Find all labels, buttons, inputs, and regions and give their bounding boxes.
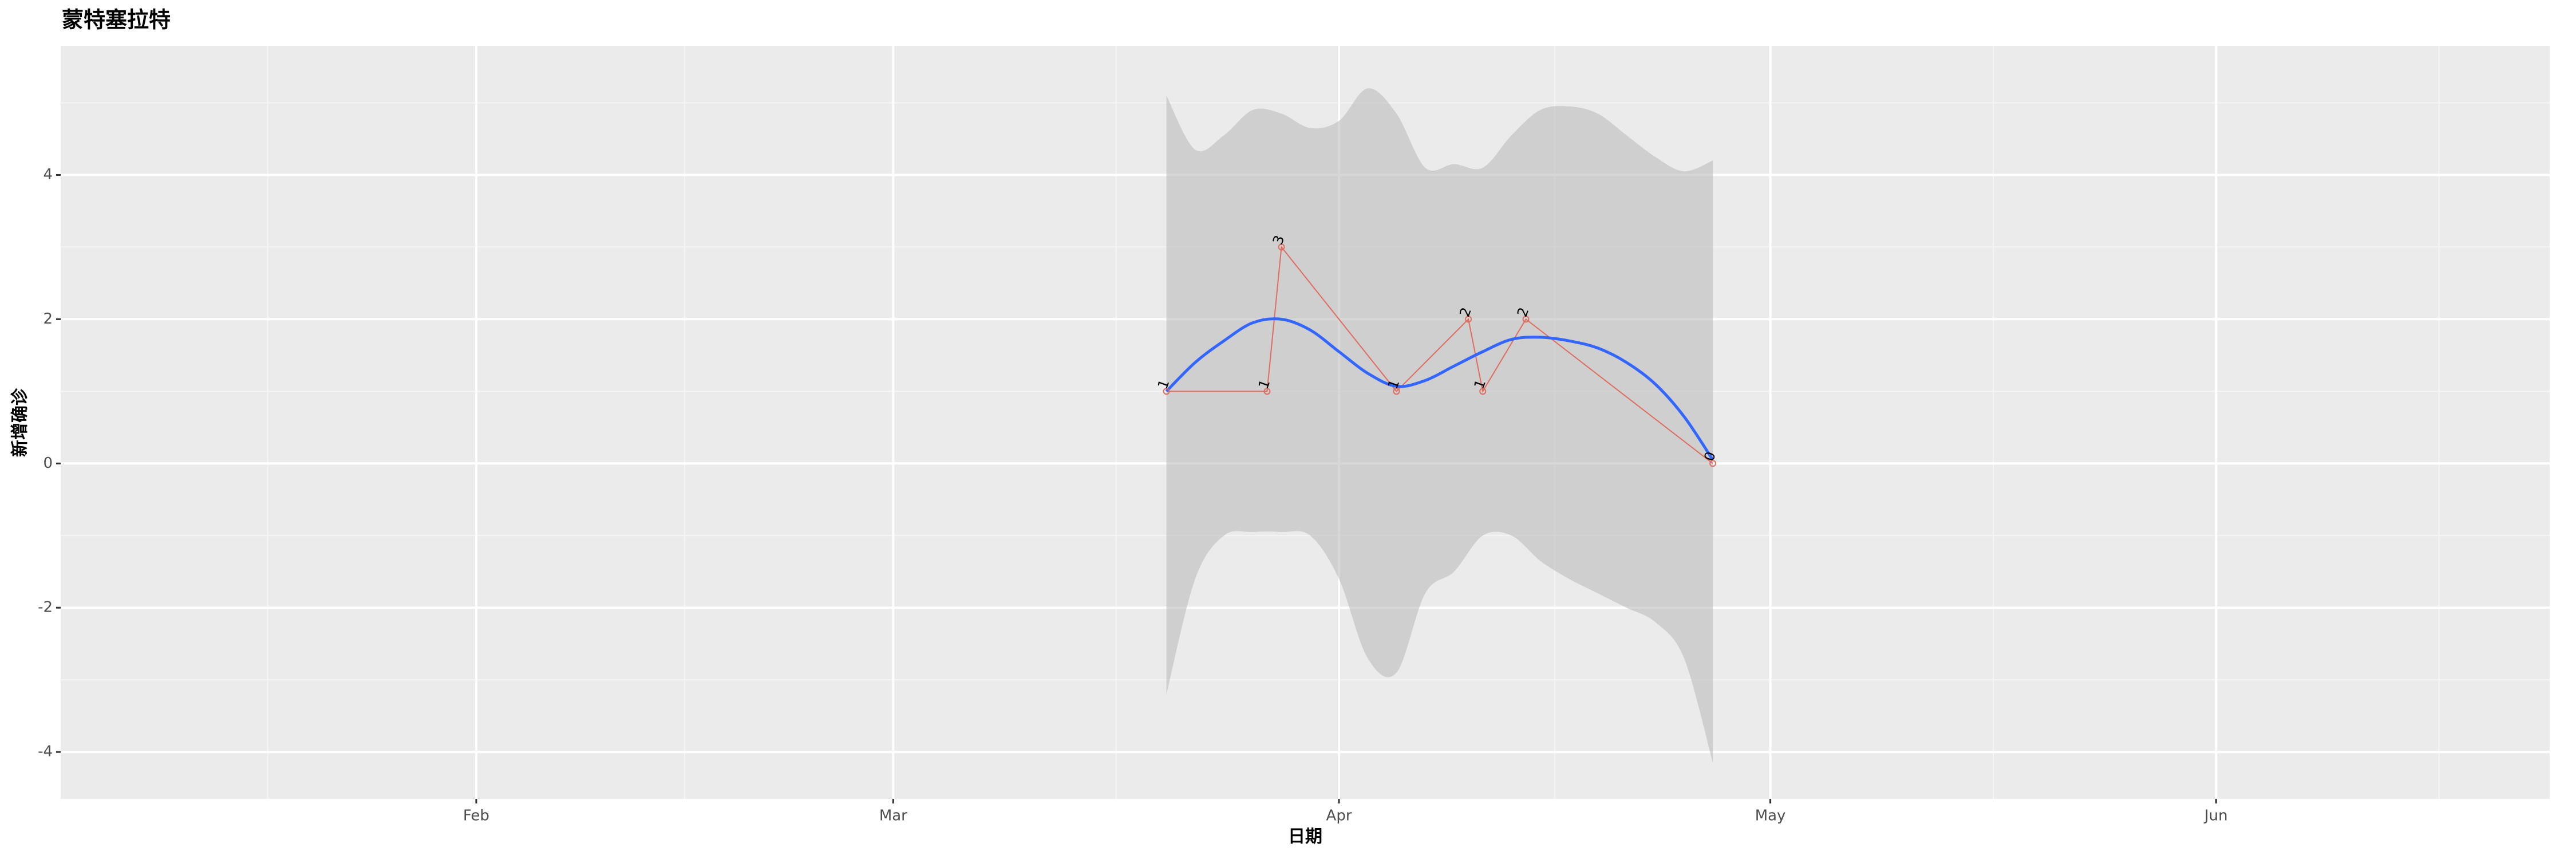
x-axis-title: 日期: [1288, 827, 1322, 847]
data-point: [1709, 460, 1717, 467]
data-point: [1278, 243, 1285, 251]
chart-title: 蒙特塞拉特: [62, 7, 171, 33]
grid: -4 -2 0 2 4 Feb Mar Apr May Jun: [38, 46, 2550, 825]
data-point: [1263, 388, 1271, 395]
data-point: [1522, 316, 1530, 323]
data-point: [1465, 316, 1472, 323]
data-line: [1166, 245, 1713, 464]
y-tick-label: -4: [38, 743, 53, 761]
x-tick-label: Mar: [879, 807, 907, 825]
x-tick-label: Apr: [1326, 807, 1352, 825]
x-tick-label: May: [1755, 807, 1786, 825]
x-tick-label: Feb: [463, 807, 489, 825]
y-tick-label: -2: [38, 599, 53, 616]
y-axis-title: 新增确诊: [10, 388, 30, 457]
smooth-line: [1165, 317, 1714, 461]
confidence-band: [1166, 88, 1713, 763]
data-point: [1479, 388, 1487, 395]
y-tick-label: 0: [43, 455, 53, 472]
data-point: [1163, 388, 1170, 395]
data-point: [1393, 388, 1400, 395]
y-tick-label: 4: [43, 166, 53, 183]
y-tick-label: 2: [43, 310, 53, 328]
x-tick-label: Jun: [2203, 807, 2228, 825]
